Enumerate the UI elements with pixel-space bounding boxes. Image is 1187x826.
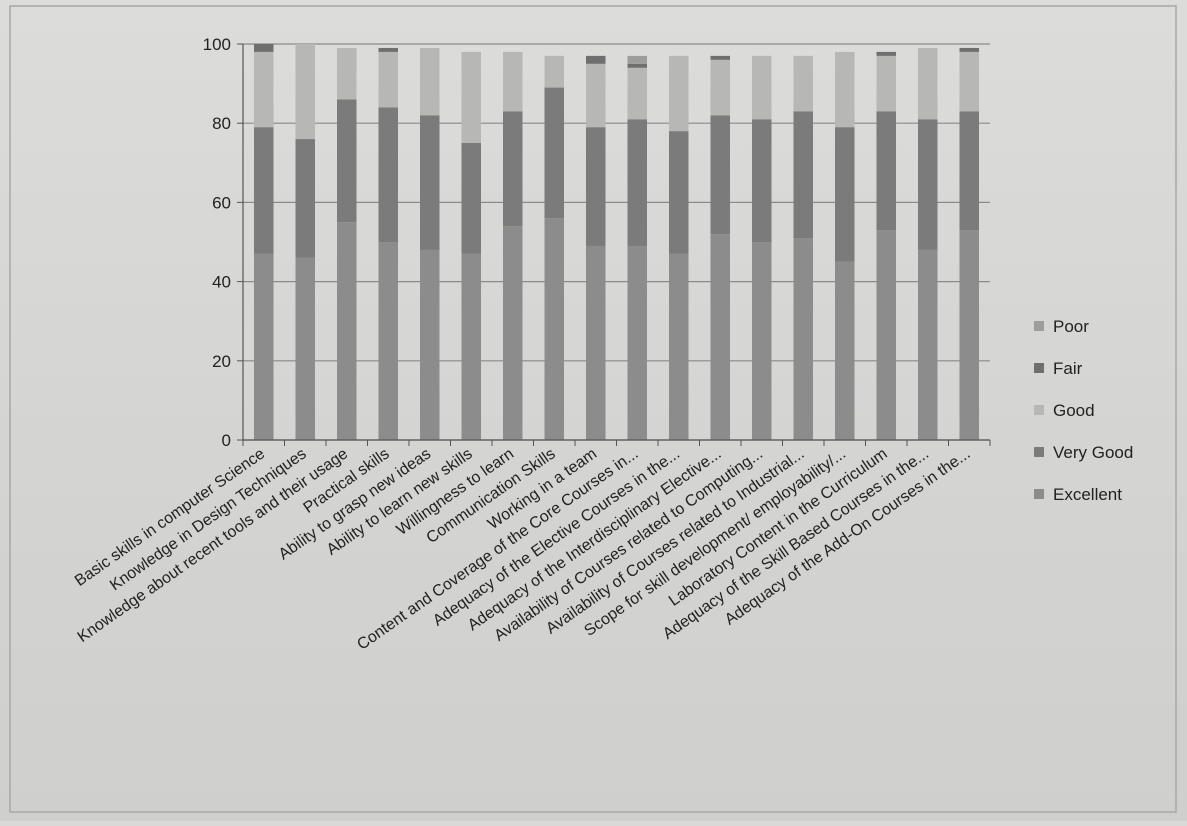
bar-segment-good <box>253 51 274 128</box>
bar-segment-excellent <box>710 234 731 440</box>
bar-segment-good <box>834 51 855 128</box>
bar-segment-fair <box>876 51 897 56</box>
legend-swatch <box>1034 321 1044 331</box>
bar-segment-excellent <box>544 218 565 440</box>
bar-segment-good <box>336 47 357 100</box>
bar-segment-excellent <box>253 253 274 440</box>
bar-segment-good <box>502 51 523 112</box>
bar-segment-very-good <box>336 99 357 223</box>
bar-segment-excellent <box>336 222 357 440</box>
bar-segment-very-good <box>419 115 440 250</box>
bar-segment-fair <box>378 47 399 52</box>
bar-segment-very-good <box>751 119 772 242</box>
y-tick-label: 100 <box>203 35 231 54</box>
bar-segment-good <box>585 63 606 128</box>
bar-segment-excellent <box>917 249 938 440</box>
bar-segment-very-good <box>627 119 648 246</box>
bar-segment-good <box>668 55 689 132</box>
legend-label: Poor <box>1053 317 1089 336</box>
y-tick-label: 60 <box>212 193 231 212</box>
bar-segment-good <box>544 55 565 88</box>
chart-border <box>9 5 1177 813</box>
bar-segment-excellent <box>585 245 606 440</box>
bar-segment-very-good <box>378 107 399 242</box>
bar-segment-excellent <box>502 226 523 440</box>
bar-segment-good <box>710 59 731 116</box>
bar-segment-excellent <box>668 253 689 440</box>
bar-segment-poor <box>627 55 648 64</box>
bar-segment-fair <box>710 55 731 60</box>
bar-segment-very-good <box>710 115 731 235</box>
bar-segment-fair <box>959 47 980 52</box>
bar-segment-fair <box>627 63 648 68</box>
bar-segment-excellent <box>793 238 814 440</box>
bar-segment-very-good <box>585 127 606 246</box>
x-axis: Basic skills in computer ScienceKnowledg… <box>72 439 991 654</box>
bar-segment-fair <box>585 55 606 64</box>
bar-segment-very-good <box>253 127 274 254</box>
bar-segment-very-good <box>544 87 565 219</box>
bar-segment-very-good <box>876 111 897 231</box>
bar-segment-good <box>295 44 316 140</box>
legend-swatch <box>1034 447 1044 457</box>
legend-swatch <box>1034 405 1044 415</box>
bar-segment-very-good <box>461 143 482 254</box>
bar-segment-fair <box>253 44 274 52</box>
legend-label: Good <box>1053 401 1095 420</box>
bar-segment-good <box>461 51 482 143</box>
bar-segment-good <box>378 51 399 108</box>
legend-label: Excellent <box>1053 485 1122 504</box>
bar-segment-excellent <box>834 261 855 440</box>
y-tick-label: 40 <box>212 273 231 292</box>
bar-segment-excellent <box>295 257 316 440</box>
bar-segment-good <box>793 55 814 112</box>
bar-segment-excellent <box>751 242 772 440</box>
bar-segment-good <box>917 47 938 120</box>
bar-segment-good <box>751 55 772 120</box>
bar-segment-very-good <box>834 127 855 262</box>
bar-segment-very-good <box>668 131 689 254</box>
bar-segment-excellent <box>419 249 440 440</box>
legend-label: Very Good <box>1053 443 1133 462</box>
bar-segment-good <box>419 47 440 116</box>
bar-segment-excellent <box>959 230 980 440</box>
bar-segment-excellent <box>627 245 648 440</box>
y-tick-label: 0 <box>222 431 231 450</box>
legend: Poor Fair Good Very Good Excellent <box>1034 317 1133 504</box>
legend-swatch <box>1034 363 1044 373</box>
bar-segment-good <box>627 67 648 120</box>
bar-segment-excellent <box>378 242 399 440</box>
bar-segment-very-good <box>959 111 980 231</box>
bar-segment-very-good <box>793 111 814 239</box>
bar-segment-good <box>876 55 897 112</box>
bar-segment-very-good <box>502 111 523 227</box>
bars <box>253 44 980 440</box>
bar-segment-very-good <box>295 139 316 258</box>
legend-label: Fair <box>1053 359 1083 378</box>
bar-segment-very-good <box>917 119 938 250</box>
legend-swatch <box>1034 489 1044 499</box>
bar-segment-good <box>959 51 980 112</box>
x-category-label: Knowledge in Design Techniques <box>107 445 310 594</box>
bar-segment-excellent <box>461 253 482 440</box>
bar-segment-excellent <box>876 230 897 440</box>
y-axis: 0 20 40 60 80 100 <box>203 35 244 450</box>
y-tick-label: 20 <box>212 352 231 371</box>
y-tick-label: 80 <box>212 114 231 133</box>
